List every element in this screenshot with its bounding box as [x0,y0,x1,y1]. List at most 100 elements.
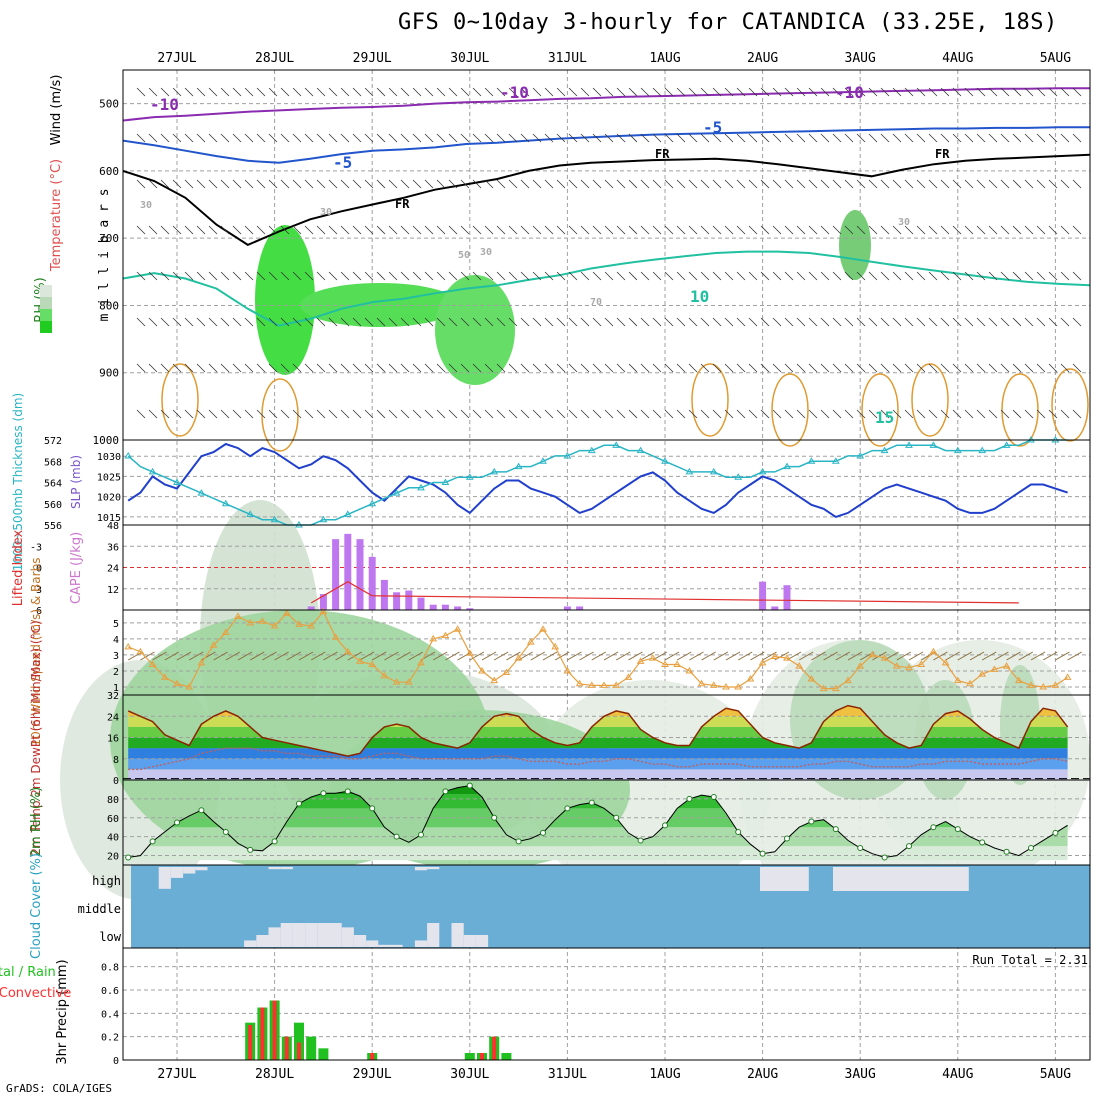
wind-barb [784,87,794,97]
wind-barb [556,179,566,189]
wind-barb [364,87,374,97]
wind-barb [280,363,290,373]
wind-speed-point [941,658,950,666]
wind-barb [232,225,242,235]
wind-barb [388,179,398,189]
wind-barb [436,363,446,373]
wind-barb [784,133,794,143]
temperature-band [128,737,1068,749]
cape-bar [319,594,327,610]
wind-barb-10m [554,651,570,661]
wind-barb [688,179,698,189]
rh-tick-label: 20 [107,852,119,863]
wind-barb [544,363,554,373]
wind-barb [1024,363,1034,373]
rh-tick-label: 80 [107,795,119,806]
wind-speed-point [124,642,133,650]
wind-barb [340,87,350,97]
wind-barb [1036,317,1046,327]
wind-barb [280,225,290,235]
wind-barb [1000,409,1010,419]
wind-barb [856,225,866,235]
high-cloud-bar [280,867,293,870]
temp-tick-label: 24 [107,712,119,723]
wind-barb [544,225,554,235]
wind-barb [304,87,314,97]
wind-barb [364,317,374,327]
wind-barb [304,179,314,189]
contour-label: 15 [875,408,894,427]
wind-barb [460,87,470,97]
wind-barb [280,271,290,281]
wind-speed-point [819,684,828,692]
wind-barb [1072,133,1082,143]
wind-barb [916,225,926,235]
wind-barb-10m [493,651,509,661]
wind-speed-point [295,620,303,627]
wind-speed-point [173,679,181,687]
wind-barb [244,225,254,235]
wind-barb [592,87,602,97]
li-tick-label: 3 [36,585,42,596]
wind-barb [328,317,338,327]
wind-barb [460,363,470,373]
wind-barb [604,133,614,143]
wind-barb [388,133,398,143]
wind-barb [1000,363,1010,373]
rh-point [906,843,912,850]
wind-speed-point [209,641,218,648]
rh-point [393,833,400,840]
rh-point [442,788,449,795]
wind-barb [592,317,602,327]
wind-barb [532,363,542,373]
wind-barb [916,409,926,419]
wind-speed-point [465,649,474,656]
wind-barb [904,363,914,373]
wind-speed-point [880,654,889,661]
rh-legend-swatch [40,309,52,321]
wind-barb [964,317,974,327]
wind-barb [400,271,410,281]
thickness-point [563,451,572,459]
wind-barb [436,87,446,97]
wind-barb [988,133,998,143]
wind-barb [676,225,686,235]
wind-barb [580,271,590,281]
wind-barb [556,87,566,97]
wind-barb [880,317,890,327]
contour-label: 30 [480,247,492,258]
wind-barb [1060,225,1070,235]
bottom-day-label: 29JUL [353,1067,392,1082]
wind-barb [664,363,674,373]
wind-barb [292,409,302,419]
wind-barb [652,87,662,97]
thickness-point [709,467,718,475]
wind-barb [604,271,614,281]
thickness-point [441,478,450,485]
wind-barb [700,409,710,419]
wind-barb [772,363,782,373]
wind-barb [160,363,170,373]
wind-barb [556,363,566,373]
high-cloud-bar [158,867,171,889]
li-tick-label: 6 [36,606,42,617]
wind-barb [256,87,266,97]
wind-barb [820,133,830,143]
wind-barb [184,271,194,281]
wind-barb [604,87,614,97]
wind-barb [760,317,770,327]
wind-barb [904,317,914,327]
wind-barb [988,225,998,235]
wind-barb [184,179,194,189]
wind-barb [544,317,554,327]
wind-barb-10m [969,651,985,661]
wind-barb [496,271,506,281]
wind-barb [304,225,314,235]
cape-tick-label: 12 [107,585,119,596]
wind-barb [628,271,638,281]
rh-point [491,814,498,821]
wind-barb [352,133,362,143]
wind-barb [940,363,950,373]
wind-barb [412,317,422,327]
wind-speed-point [648,654,657,661]
